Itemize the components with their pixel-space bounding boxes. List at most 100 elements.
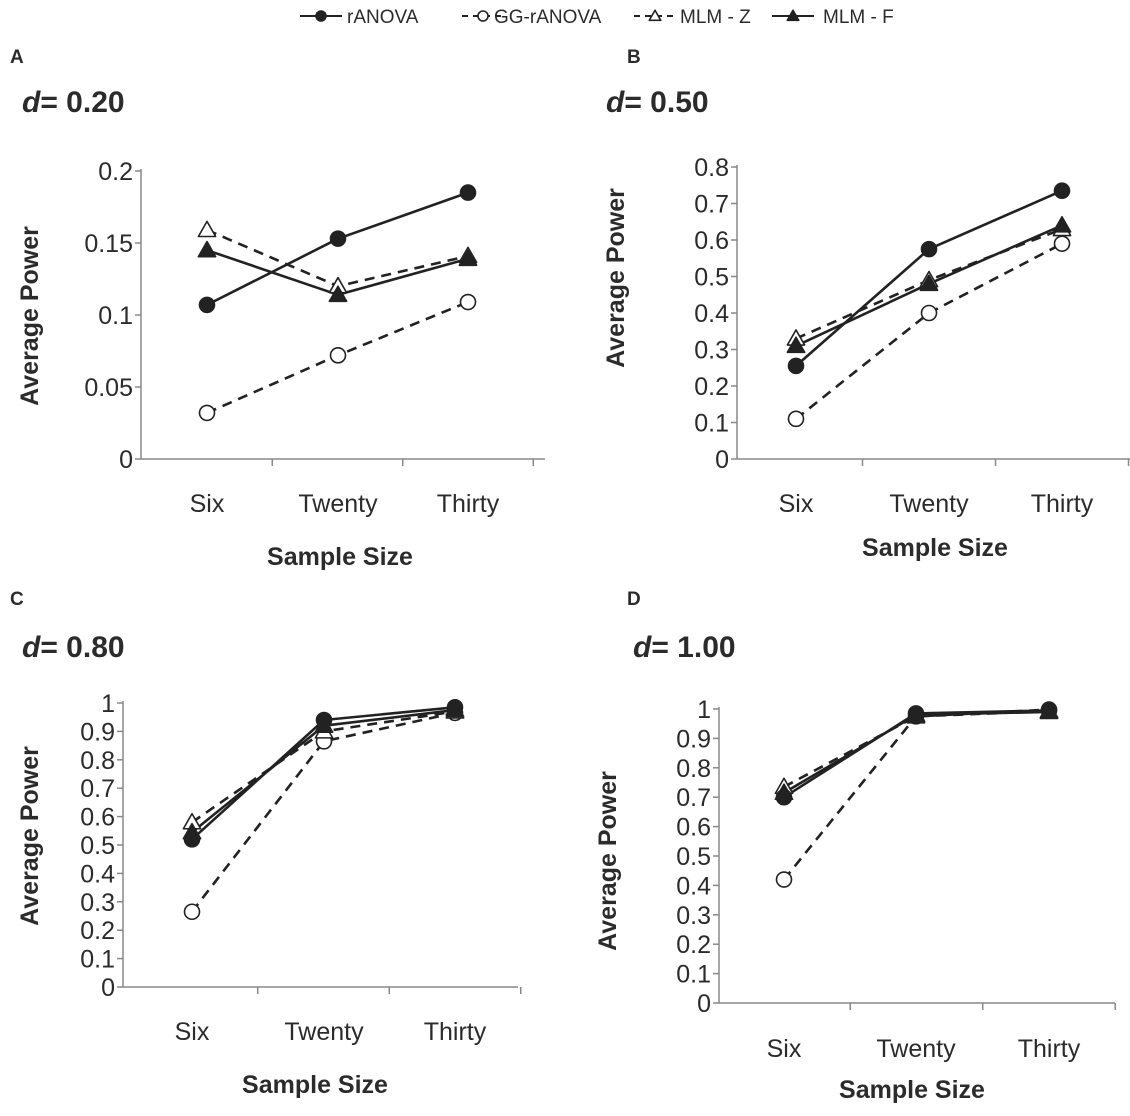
y-axis-title: Average Power xyxy=(594,771,622,951)
plot-area: 0 0.05 0.1 0.15 0.2 Six Twenty Thirty xyxy=(84,158,545,518)
y-tick-label: 0.6 xyxy=(694,227,729,255)
point-ranova-thirty xyxy=(446,698,464,716)
panel-b: B d= 0.50 Average Power Sample Size 0 0.1… xyxy=(602,47,1130,562)
x-tick-label-six: Six xyxy=(767,1035,802,1063)
legend-label-ranova: rANOVA xyxy=(347,7,419,28)
y-tick-label: 0.1 xyxy=(694,410,729,438)
y-axis-title: Average Power xyxy=(16,746,44,926)
y-tick-label: 0.2 xyxy=(80,917,115,945)
point-ranova-twenty xyxy=(315,711,333,729)
legend-swatch-gg-ranova xyxy=(462,10,504,22)
point-mlm-f-twenty xyxy=(919,274,939,292)
y-tick-label: 0.4 xyxy=(694,300,729,328)
legend-item-mlm-f: MLM - F xyxy=(772,7,894,28)
point-gg-ranova-thirty xyxy=(1053,235,1071,252)
legend-marker xyxy=(786,9,800,22)
effect-symbol: d xyxy=(22,86,41,119)
point-ranova-twenty xyxy=(920,240,938,258)
point-ranova-six xyxy=(198,296,216,314)
x-tick-label-six: Six xyxy=(175,1018,210,1046)
point-mlm-f-thirty xyxy=(1052,215,1072,233)
y-tick-label: 1 xyxy=(697,696,711,724)
legend-swatch-mlm-z xyxy=(634,9,676,22)
panel-letter: A xyxy=(10,47,24,68)
plot-area: 0 0.1 0.2 0.3 0.4 0.5 0.6 0.7 0.8 Six Twenty Thirty xyxy=(694,154,1130,518)
legend: rANOVA GG-rANOVA MLM - Z MLM - F xyxy=(300,7,894,28)
x-tick-label-twenty: Twenty xyxy=(889,490,969,518)
y-tick-label: 0.15 xyxy=(84,230,133,258)
point-gg-ranova-thirty xyxy=(459,293,477,311)
x-tick-label-thirty: Thirty xyxy=(437,490,500,518)
legend-label-gg-ranova: GG-rANOVA xyxy=(494,7,602,28)
point-mlm-z-six xyxy=(197,220,217,238)
y-tick-label: 0.5 xyxy=(80,832,115,860)
legend-item-gg-ranova: GG-rANOVA xyxy=(462,7,602,28)
legend-marker xyxy=(477,10,489,22)
effect-size-title: d= 0.80 xyxy=(22,631,125,664)
y-tick-label: 0.8 xyxy=(694,154,729,182)
y-tick-label: 1 xyxy=(101,690,115,718)
y-tick-label: 0.4 xyxy=(676,872,711,900)
y-tick-label: 0.7 xyxy=(676,784,711,812)
y-tick-label: 0.05 xyxy=(84,374,133,402)
point-gg-ranova-six xyxy=(183,903,201,921)
y-tick-label: 0.1 xyxy=(676,961,711,989)
y-tick-label: 0.8 xyxy=(676,755,711,783)
legend-item-ranova: rANOVA xyxy=(300,7,419,28)
x-tick-label-six: Six xyxy=(190,490,225,518)
y-tick-label: 0 xyxy=(119,446,133,474)
legend-label-mlm-f: MLM - F xyxy=(823,7,894,28)
point-gg-ranova-six xyxy=(787,410,805,428)
series-line-gg-ranova xyxy=(190,711,456,913)
point-ranova-twenty xyxy=(907,705,925,722)
point-ranova-six xyxy=(787,357,805,375)
point-gg-ranova-twenty xyxy=(329,347,347,364)
effect-symbol: d xyxy=(22,631,41,664)
y-tick-label: 0 xyxy=(697,990,711,1018)
effect-value: = 0.50 xyxy=(624,86,708,119)
y-tick-label: 0.9 xyxy=(80,718,115,746)
y-tick-label: 0.6 xyxy=(80,804,115,832)
point-mlm-f-thirty xyxy=(458,249,478,267)
effect-size-title: d= 0.50 xyxy=(606,86,709,119)
point-ranova-six xyxy=(183,831,201,848)
y-tick-label: 0.8 xyxy=(80,747,115,775)
y-tick-label: 0.9 xyxy=(676,725,711,753)
y-tick-label: 0.3 xyxy=(80,889,115,917)
x-tick-label-twenty: Twenty xyxy=(284,1018,364,1046)
y-tick-label: 0.6 xyxy=(676,814,711,842)
legend-swatch-mlm-f xyxy=(772,9,814,22)
legend-label-mlm-z: MLM - Z xyxy=(680,7,751,28)
effect-symbol: d xyxy=(606,86,625,119)
panel-c: C d= 0.80 Average Power Sample Size 00.1… xyxy=(10,589,522,1099)
panel-d: D d= 1.00 Average Power Sample Size 00.1… xyxy=(594,589,1116,1104)
point-mlm-f-six xyxy=(197,240,217,258)
point-gg-ranova-six xyxy=(198,404,216,422)
panel-letter: B xyxy=(627,47,641,68)
point-ranova-thirty xyxy=(1040,702,1058,719)
y-tick-label: 0.1 xyxy=(80,946,115,974)
effect-size-title: d= 1.00 xyxy=(633,631,736,664)
point-gg-ranova-twenty xyxy=(920,304,938,322)
plot-area: 00.10.20.30.40.50.60.70.80.91 Six Twenty Th… xyxy=(676,696,1116,1063)
point-ranova-thirty xyxy=(1053,182,1071,200)
y-tick-label: 0.7 xyxy=(80,775,115,803)
y-tick-label: 0.3 xyxy=(676,902,711,930)
x-tick-label-twenty: Twenty xyxy=(876,1035,956,1063)
y-tick-label: 0.4 xyxy=(80,860,115,888)
panel-a: A d= 0.20 Average Power Sample Size 0 0.0… xyxy=(10,47,545,571)
panel-letter: C xyxy=(10,589,24,610)
effect-size-title: d= 0.20 xyxy=(22,86,125,119)
y-tick-label: 0 xyxy=(715,446,729,474)
point-ranova-six xyxy=(775,788,793,806)
x-tick-label-thirty: Thirty xyxy=(1031,490,1094,518)
x-axis-title: Sample Size xyxy=(267,543,413,571)
y-tick-label: 0.5 xyxy=(694,264,729,292)
x-tick-label-six: Six xyxy=(779,490,814,518)
x-axis-title: Sample Size xyxy=(839,1076,985,1104)
plot-area: 00.10.20.30.40.50.60.70.80.91 Six Twenty Th… xyxy=(80,690,522,1046)
legend-marker xyxy=(315,10,327,22)
y-axis-title: Average Power xyxy=(16,226,44,406)
